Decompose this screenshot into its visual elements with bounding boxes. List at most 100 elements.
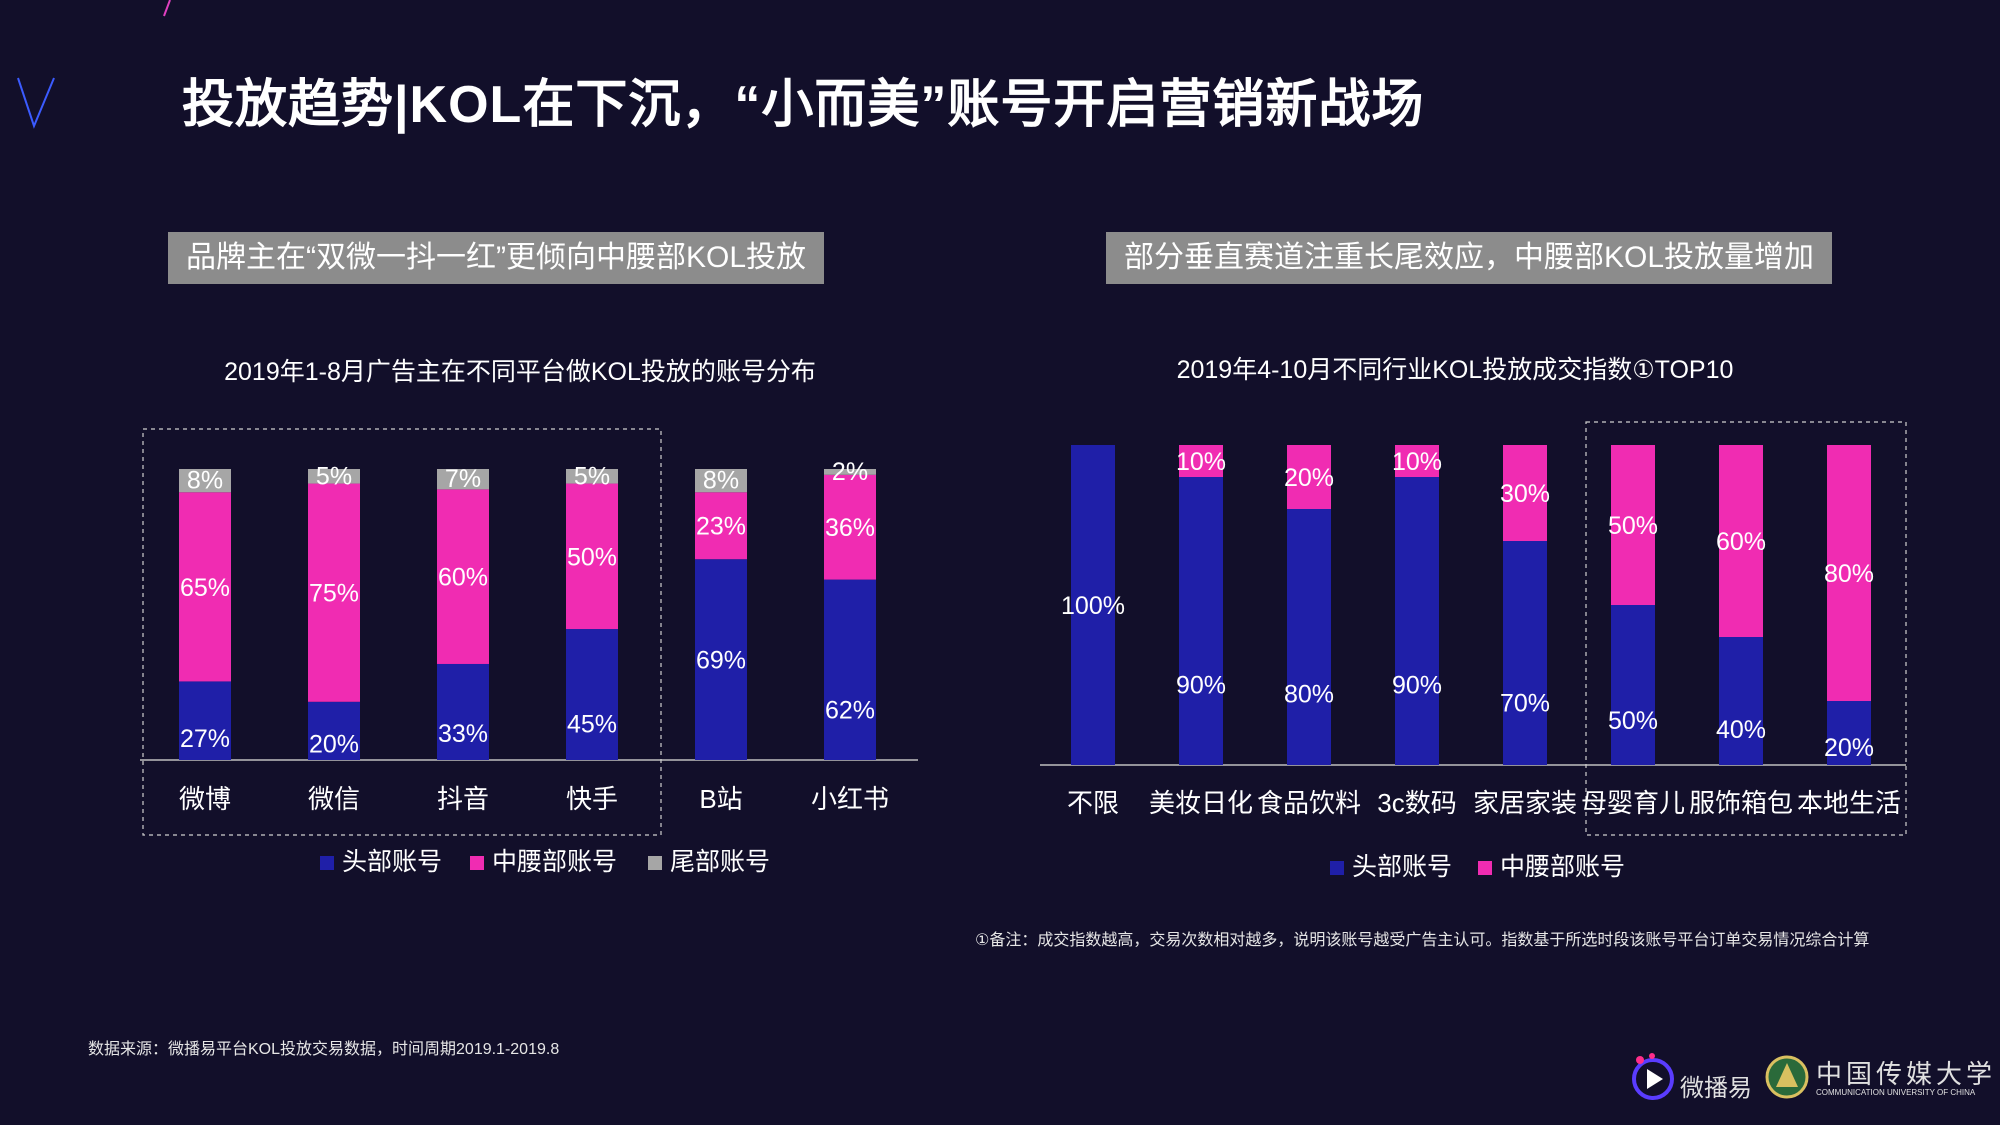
data-label-0-1-2: 5% bbox=[316, 462, 352, 490]
bar-1-1-0 bbox=[1179, 477, 1223, 765]
legend-label-1-0: 头部账号 bbox=[1352, 853, 1452, 881]
bar-0-2-2 bbox=[437, 469, 489, 490]
bar-1-2-1 bbox=[1287, 445, 1331, 509]
category-label-0-3: 快手 bbox=[566, 784, 618, 814]
bar-0-3-1 bbox=[566, 483, 618, 630]
data-label-1-2-0: 80% bbox=[1284, 680, 1334, 708]
category-label-1-5: 母婴育儿 bbox=[1581, 788, 1685, 818]
bar-0-2-1 bbox=[437, 489, 489, 664]
cuc-logo-en: COMMUNICATION UNIVERSITY OF CHINA bbox=[1816, 1088, 1976, 1097]
legend-label-0-2: 尾部账号 bbox=[670, 848, 770, 876]
category-label-0-4: B站 bbox=[699, 784, 742, 814]
data-label-0-2-0: 33% bbox=[438, 720, 488, 748]
data-label-1-6-1: 60% bbox=[1716, 528, 1766, 556]
data-label-1-5-0: 50% bbox=[1608, 707, 1658, 735]
legend-swatch-0-1 bbox=[470, 856, 484, 870]
data-label-1-1-0: 90% bbox=[1176, 671, 1226, 699]
data-label-1-7-0: 20% bbox=[1824, 734, 1874, 762]
bar-1-4-0 bbox=[1503, 541, 1547, 765]
bar-0-0-0 bbox=[179, 681, 231, 760]
bar-1-5-0 bbox=[1611, 605, 1655, 765]
bar-1-2-0 bbox=[1287, 509, 1331, 765]
weiboyi-logo-icon bbox=[1632, 1053, 1674, 1100]
category-label-0-5: 小红书 bbox=[811, 784, 889, 814]
left-banner: 品牌主在“双微一抖一红”更倾向中腰部KOL投放 bbox=[168, 232, 825, 284]
bar-0-0-1 bbox=[179, 492, 231, 682]
bar-1-6-1 bbox=[1719, 445, 1763, 637]
category-label-1-3: 3c数码 bbox=[1377, 788, 1456, 818]
bar-1-1-1 bbox=[1179, 445, 1223, 477]
charts-canvas: 27% 65% 8% 微博 20% 75% 5% 微信 33% 60% 7% 抖音 45% 50% 5% 快手… bbox=[140, 421, 1907, 881]
bar-0-2-0 bbox=[437, 663, 489, 760]
category-label-1-4: 家居家装 bbox=[1473, 788, 1577, 818]
data-label-1-3-1: 10% bbox=[1392, 448, 1442, 476]
bar-1-0-0 bbox=[1071, 445, 1115, 765]
category-label-1-2: 食品饮料 bbox=[1257, 788, 1361, 818]
bar-1-7-0 bbox=[1827, 701, 1871, 765]
bar-1-6-0 bbox=[1719, 637, 1763, 765]
data-label-0-1-0: 20% bbox=[309, 731, 359, 759]
legend-swatch-1-0 bbox=[1330, 861, 1344, 875]
category-label-1-7: 本地生活 bbox=[1797, 788, 1901, 818]
bar-0-5-2 bbox=[824, 469, 876, 475]
data-label-1-4-1: 30% bbox=[1500, 480, 1550, 508]
bar-1-3-0 bbox=[1395, 477, 1439, 765]
data-label-1-7-1: 80% bbox=[1824, 560, 1874, 588]
bar-1-4-1 bbox=[1503, 445, 1547, 541]
highlight-box-1 bbox=[1585, 421, 1907, 836]
bar-0-1-1 bbox=[308, 483, 360, 702]
data-label-0-0-1: 65% bbox=[180, 574, 230, 602]
data-label-1-3-0: 90% bbox=[1392, 671, 1442, 699]
bar-0-5-1 bbox=[824, 474, 876, 580]
right-chart-title: 2019年4-10月不同行业KOL投放成交指数①TOP10 bbox=[1176, 356, 1734, 384]
category-label-0-1: 微信 bbox=[308, 784, 360, 814]
data-label-0-5-0: 62% bbox=[825, 696, 875, 724]
left-chart-title: 2019年1-8月广告主在不同平台做KOL投放的账号分布 bbox=[224, 358, 816, 386]
bar-0-4-2 bbox=[695, 469, 747, 493]
data-label-1-4-0: 70% bbox=[1500, 689, 1550, 717]
cuc-emblem-icon bbox=[1765, 1055, 1809, 1099]
data-label-0-0-0: 27% bbox=[180, 725, 230, 753]
right-banner: 部分垂直赛道注重长尾效应，中腰部KOL投放量增加 bbox=[1106, 232, 1833, 284]
data-label-0-5-1: 36% bbox=[825, 514, 875, 542]
category-label-0-2: 抖音 bbox=[437, 784, 489, 814]
bar-0-5-0 bbox=[824, 579, 876, 760]
accent-stroke-left bbox=[17, 77, 55, 129]
bar-1-7-1 bbox=[1827, 445, 1871, 701]
bar-0-1-2 bbox=[308, 469, 360, 484]
legend-label-1-1: 中腰部账号 bbox=[1500, 853, 1625, 881]
category-label-0-0: 微博 bbox=[179, 784, 231, 814]
bar-1-3-1 bbox=[1395, 445, 1439, 477]
data-label-0-2-2: 7% bbox=[445, 465, 481, 493]
legend-swatch-0-0 bbox=[320, 856, 334, 870]
bar-1-5-1 bbox=[1611, 445, 1655, 605]
bar-0-3-0 bbox=[566, 629, 618, 760]
data-label-1-0-0: 100% bbox=[1061, 592, 1125, 620]
data-label-1-1-1: 10% bbox=[1176, 448, 1226, 476]
bar-0-3-2 bbox=[566, 469, 618, 484]
category-label-1-1: 美妆日化 bbox=[1149, 788, 1253, 818]
data-source: 数据来源：微播易平台KOL投放交易数据，时间周期2019.1-2019.8 bbox=[88, 1041, 560, 1058]
data-label-0-4-2: 8% bbox=[703, 467, 739, 495]
data-label-1-5-1: 50% bbox=[1608, 512, 1658, 540]
data-label-0-3-0: 45% bbox=[567, 710, 617, 738]
highlight-box-0 bbox=[142, 428, 662, 836]
data-label-0-4-1: 23% bbox=[696, 513, 746, 541]
data-label-0-3-1: 50% bbox=[567, 543, 617, 571]
data-label-0-3-2: 5% bbox=[574, 462, 610, 490]
category-label-1-0: 不限 bbox=[1067, 788, 1119, 818]
data-label-0-2-1: 60% bbox=[438, 564, 488, 592]
data-label-0-0-2: 8% bbox=[187, 467, 223, 495]
page-title: 投放趋势|KOL在下沉，“小而美”账号开启营销新战场 bbox=[182, 76, 1425, 134]
cuc-logo-cn: 中国传媒大学 bbox=[1816, 1060, 1997, 1090]
bar-0-4-0 bbox=[695, 559, 747, 760]
weiboyi-logo-text: 微播易 bbox=[1680, 1075, 1752, 1102]
data-label-0-1-1: 75% bbox=[309, 580, 359, 608]
data-label-0-5-2: 2% bbox=[832, 458, 868, 486]
bar-0-1-0 bbox=[308, 701, 360, 760]
category-label-1-6: 服饰箱包 bbox=[1689, 788, 1793, 818]
data-label-1-2-1: 20% bbox=[1284, 464, 1334, 492]
data-label-1-6-0: 40% bbox=[1716, 716, 1766, 744]
bar-0-0-2 bbox=[179, 469, 231, 493]
bar-0-4-1 bbox=[695, 492, 747, 560]
